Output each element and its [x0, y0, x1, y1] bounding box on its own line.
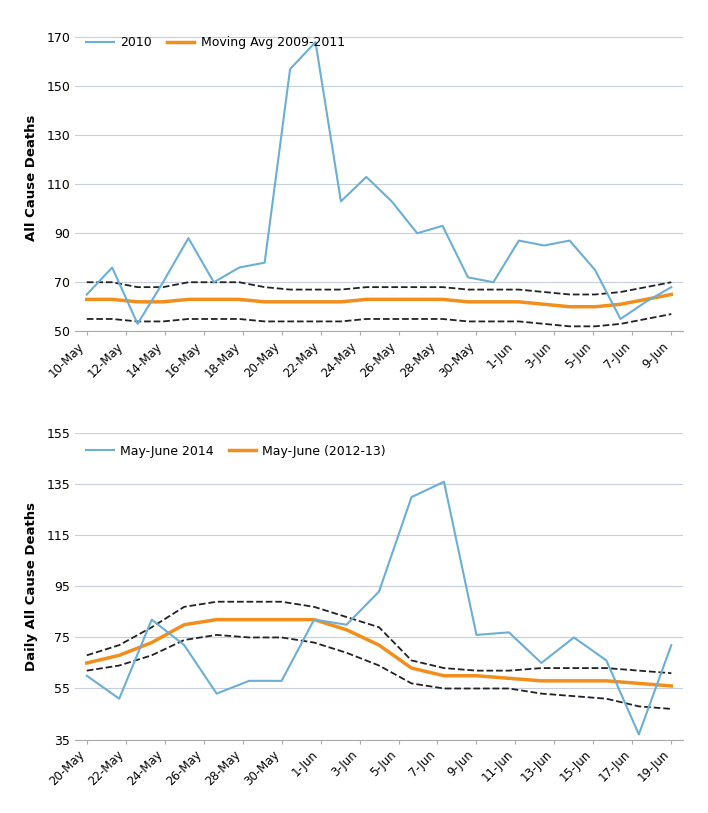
May-June 2014 — [115, 693, 123, 703]
2010 — [337, 197, 346, 207]
Line: May-June (2012-13): May-June (2012-13) — [87, 620, 671, 686]
May-June 2014 — [537, 658, 546, 667]
Legend: May-June 2014, May-June (2012-13): May-June 2014, May-June (2012-13) — [81, 440, 391, 463]
May-June (2012-13) — [667, 681, 675, 691]
Moving Avg 2009-2011 — [159, 297, 167, 307]
Moving Avg 2009-2011 — [210, 294, 218, 304]
2010 — [489, 277, 498, 287]
May-June 2014 — [407, 492, 416, 502]
Moving Avg 2009-2011 — [616, 299, 624, 309]
2010 — [515, 236, 523, 246]
2010 — [159, 277, 167, 287]
Moving Avg 2009-2011 — [108, 294, 116, 304]
May-June 2014 — [342, 620, 350, 629]
2010 — [286, 64, 295, 74]
2010 — [667, 282, 675, 292]
May-June 2014 — [180, 641, 188, 650]
May-June (2012-13) — [634, 679, 643, 689]
Moving Avg 2009-2011 — [362, 294, 370, 304]
Legend: 2010, Moving Avg 2009-2011: 2010, Moving Avg 2009-2011 — [81, 31, 350, 54]
Moving Avg 2009-2011 — [387, 294, 396, 304]
2010 — [464, 272, 472, 282]
2010 — [108, 263, 116, 272]
May-June 2014 — [147, 615, 156, 624]
May-June (2012-13) — [115, 650, 123, 660]
May-June 2014 — [310, 615, 319, 624]
Moving Avg 2009-2011 — [286, 297, 295, 307]
Moving Avg 2009-2011 — [540, 299, 549, 309]
Moving Avg 2009-2011 — [667, 289, 675, 299]
Y-axis label: All Cause Deaths: All Cause Deaths — [25, 115, 38, 241]
Moving Avg 2009-2011 — [184, 294, 193, 304]
Moving Avg 2009-2011 — [464, 297, 472, 307]
May-June (2012-13) — [212, 615, 221, 624]
2010 — [387, 197, 396, 207]
May-June 2014 — [245, 676, 253, 685]
May-June (2012-13) — [83, 658, 91, 667]
May-June (2012-13) — [342, 625, 350, 635]
Line: May-June 2014: May-June 2014 — [87, 482, 671, 734]
May-June (2012-13) — [407, 663, 416, 673]
May-June 2014 — [440, 477, 448, 487]
2010 — [312, 37, 320, 47]
May-June (2012-13) — [375, 641, 383, 650]
May-June (2012-13) — [505, 673, 513, 683]
May-June 2014 — [472, 630, 481, 640]
May-June 2014 — [375, 587, 383, 597]
Line: 2010: 2010 — [87, 42, 671, 324]
May-June 2014 — [278, 676, 286, 685]
May-June (2012-13) — [440, 671, 448, 680]
Moving Avg 2009-2011 — [566, 302, 574, 311]
May-June 2014 — [634, 729, 643, 739]
Moving Avg 2009-2011 — [641, 294, 650, 304]
Line: Moving Avg 2009-2011: Moving Avg 2009-2011 — [87, 294, 671, 307]
May-June (2012-13) — [537, 676, 546, 685]
2010 — [362, 172, 370, 182]
Moving Avg 2009-2011 — [438, 294, 447, 304]
May-June 2014 — [212, 689, 221, 698]
May-June (2012-13) — [602, 676, 610, 685]
Moving Avg 2009-2011 — [413, 294, 421, 304]
Moving Avg 2009-2011 — [83, 294, 91, 304]
2010 — [83, 289, 91, 299]
2010 — [566, 236, 574, 246]
Moving Avg 2009-2011 — [133, 297, 142, 307]
Moving Avg 2009-2011 — [590, 302, 599, 311]
May-June (2012-13) — [278, 615, 286, 624]
Moving Avg 2009-2011 — [337, 297, 346, 307]
May-June (2012-13) — [472, 671, 481, 680]
May-June 2014 — [602, 655, 610, 665]
Moving Avg 2009-2011 — [312, 297, 320, 307]
Y-axis label: Daily All Cause Deaths: Daily All Cause Deaths — [25, 502, 38, 671]
2010 — [616, 314, 624, 324]
May-June 2014 — [667, 641, 675, 650]
2010 — [438, 221, 447, 231]
2010 — [261, 258, 269, 267]
May-June 2014 — [505, 628, 513, 637]
Moving Avg 2009-2011 — [261, 297, 269, 307]
2010 — [413, 228, 421, 238]
Moving Avg 2009-2011 — [235, 294, 244, 304]
May-June 2014 — [570, 633, 578, 642]
Moving Avg 2009-2011 — [515, 297, 523, 307]
2010 — [590, 265, 599, 275]
May-June (2012-13) — [147, 637, 156, 647]
2010 — [210, 277, 218, 287]
2010 — [235, 263, 244, 272]
2010 — [184, 233, 193, 243]
2010 — [540, 241, 549, 250]
May-June (2012-13) — [245, 615, 253, 624]
May-June (2012-13) — [310, 615, 319, 624]
May-June 2014 — [83, 671, 91, 680]
May-June (2012-13) — [570, 676, 578, 685]
May-June (2012-13) — [180, 620, 188, 629]
2010 — [133, 319, 142, 328]
Moving Avg 2009-2011 — [489, 297, 498, 307]
2010 — [641, 297, 650, 307]
